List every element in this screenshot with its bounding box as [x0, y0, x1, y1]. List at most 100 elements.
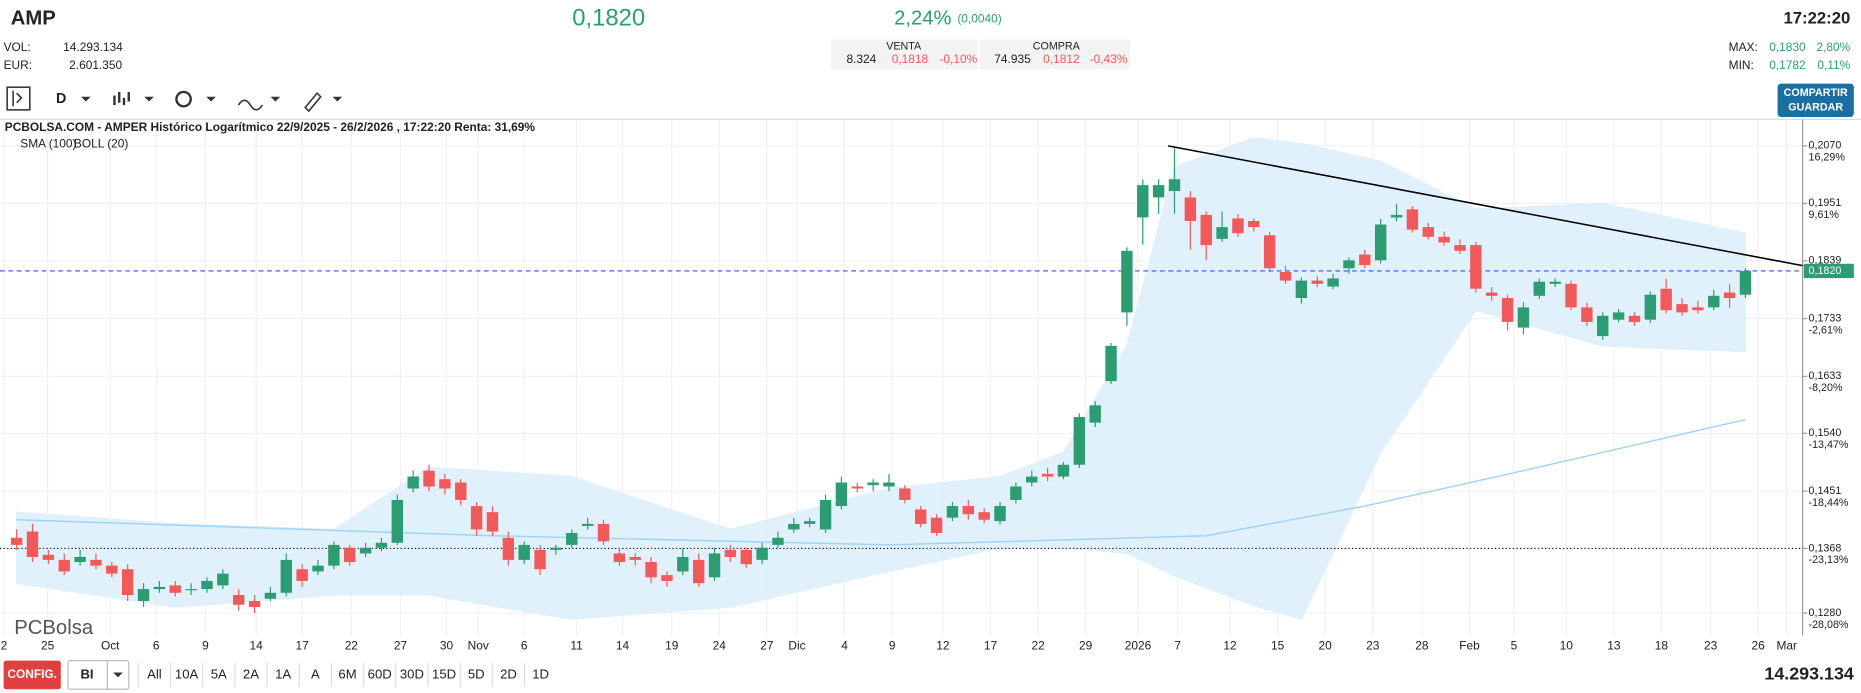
x-tick-label: 18 — [1655, 638, 1669, 652]
candle-body — [26, 531, 39, 558]
legend-boll[interactable]: BOLL (20) — [74, 137, 129, 151]
range-button[interactable]: 10A — [175, 666, 199, 681]
candle-body — [1026, 476, 1038, 483]
y-tick-change: -18,44% — [1809, 497, 1849, 509]
candle-body — [1708, 295, 1720, 308]
x-tick-label: 25 — [41, 638, 55, 652]
candle-body — [1676, 304, 1688, 313]
candle-body — [1168, 179, 1181, 192]
candle-body — [772, 537, 784, 545]
range-button[interactable]: 60D — [368, 666, 392, 681]
x-tick-label: 2 — [1, 638, 8, 652]
range-button[interactable]: 2D — [500, 666, 517, 681]
candle-body — [137, 589, 150, 601]
mode-arrow[interactable] — [113, 672, 123, 678]
candle-body — [899, 488, 911, 500]
indicator-icon[interactable] — [237, 99, 263, 111]
range-button[interactable]: 5A — [211, 666, 227, 681]
x-tick-label: 23 — [1366, 638, 1380, 652]
candle-body — [1612, 312, 1625, 320]
mode-text[interactable]: BI — [80, 666, 93, 681]
candle-body — [185, 589, 197, 591]
candle-body — [1470, 245, 1482, 289]
legend-sma[interactable]: SMA (100) — [20, 137, 76, 151]
candle-body — [1152, 185, 1165, 198]
x-tick-label: 14 — [250, 638, 264, 652]
candle-body — [1073, 417, 1086, 465]
min-pct: 0,11% — [1817, 58, 1850, 72]
x-tick-label: 22 — [345, 638, 359, 652]
panel-toggle[interactable] — [6, 86, 31, 111]
save-text[interactable]: GUARDAR — [1788, 101, 1843, 113]
candle-body — [90, 559, 102, 566]
plot — [0, 119, 1808, 636]
range-button[interactable]: 6M — [338, 666, 356, 681]
candle-body — [581, 523, 594, 526]
candle-body — [915, 509, 927, 524]
candle-body — [1327, 278, 1339, 287]
buy-price: 0,1812 — [1043, 52, 1080, 66]
sell-box — [830, 39, 978, 70]
range-button[interactable]: 2A — [243, 666, 259, 681]
chart-type-icon[interactable] — [113, 91, 130, 106]
candle-body — [724, 549, 737, 558]
candle-body — [1216, 227, 1228, 239]
candle-body — [1359, 254, 1371, 266]
candle-body — [1438, 236, 1450, 243]
y-tick-change: -28,08% — [1809, 619, 1849, 631]
x-tick-label: 27 — [760, 638, 774, 652]
range-button[interactable]: 30D — [400, 666, 424, 681]
sell-qty: 8.324 — [846, 52, 876, 66]
candle-body — [1533, 281, 1546, 296]
candle-body — [629, 557, 641, 560]
range-button[interactable]: 15D — [432, 666, 456, 681]
x-tick-label: 7 — [1174, 638, 1181, 652]
candle-body — [391, 499, 404, 543]
config-button[interactable] — [3, 660, 61, 690]
range-button[interactable]: 5D — [468, 666, 485, 681]
range-button[interactable]: 1D — [532, 666, 549, 681]
candle-body — [280, 559, 292, 593]
share-button[interactable] — [1777, 83, 1854, 118]
candle-body — [407, 476, 419, 489]
candle-body — [756, 547, 768, 560]
candle-body — [962, 506, 975, 515]
range-button[interactable]: A — [311, 666, 320, 681]
candle-body — [1501, 298, 1514, 322]
settings-icon[interactable] — [175, 90, 192, 108]
period[interactable]: D — [56, 91, 66, 107]
config-text[interactable]: CONFIG. — [7, 667, 57, 681]
change-pct: 2,24% — [894, 8, 951, 30]
candle-body — [740, 549, 752, 565]
y-tick-change: 9,61% — [1809, 209, 1840, 221]
y-tick-label: 0,1951 — [1809, 197, 1842, 209]
share-text[interactable]: COMPARTIR — [1784, 87, 1848, 99]
x-tick-label: 28 — [1415, 638, 1429, 652]
trendline — [1168, 145, 1803, 267]
candle-body — [867, 482, 879, 486]
candle-body — [232, 595, 245, 605]
x-tick-label: Dic — [788, 638, 805, 652]
change-abs: (0,0040) — [957, 11, 1001, 25]
bollinger-band — [16, 137, 1747, 620]
footer-volume: 14.293.134 — [1764, 664, 1854, 684]
y-tick-label: 0,1733 — [1809, 312, 1842, 324]
range-button[interactable]: 1A — [275, 666, 291, 681]
candle-body — [328, 544, 340, 566]
candle-body — [1597, 315, 1609, 337]
min: 0,1782 — [1769, 58, 1806, 72]
candle-body — [106, 565, 118, 574]
range-button[interactable]: All — [147, 666, 162, 681]
draw-icon[interactable] — [304, 92, 322, 113]
candle-body — [597, 523, 610, 542]
price-tag — [1803, 263, 1854, 279]
buy-pct: -0,43% — [1090, 52, 1128, 66]
x-tick-label: 5 — [1511, 638, 1518, 652]
x-tick-label: 20 — [1319, 638, 1333, 652]
eur-label: EUR: — [4, 58, 32, 72]
dropdown-arrows[interactable] — [81, 96, 343, 102]
mode-select[interactable] — [67, 660, 130, 690]
candle-body — [439, 479, 451, 489]
